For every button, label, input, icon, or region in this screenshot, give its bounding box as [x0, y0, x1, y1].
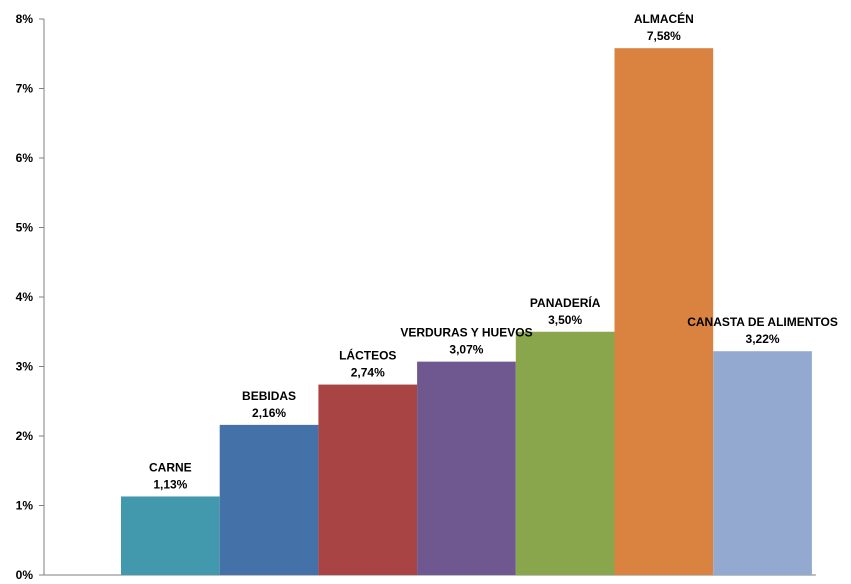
- bar: [515, 331, 615, 575]
- bar-category-label: LÁCTEOS: [339, 348, 396, 363]
- y-tick-label: 6%: [16, 151, 34, 165]
- y-tick-label: 1%: [16, 499, 34, 513]
- bar-category-label: BEBIDAS: [242, 389, 296, 403]
- bar: [417, 361, 516, 575]
- bar: [121, 496, 220, 575]
- y-tick-label: 2%: [16, 429, 34, 443]
- y-tick-label: 7%: [16, 82, 34, 96]
- bar-category-label: ALMACÉN: [634, 11, 694, 26]
- y-tick-label: 3%: [16, 360, 34, 374]
- y-tick-label: 0%: [16, 568, 34, 582]
- bar-category-label: VERDURAS Y HUEVOS: [400, 326, 532, 340]
- data-labels: CARNE 1,13% BEBIDAS 2,16% LÁCTEOS 2,74% VERDUR…: [149, 11, 838, 491]
- bar-category-label: CANASTA DE ALIMENTOS: [687, 315, 838, 329]
- bar: [318, 384, 418, 575]
- bar-value-label: 2,74%: [351, 366, 385, 380]
- bar-value-label: 2,16%: [252, 406, 286, 420]
- bar-category-label: CARNE: [149, 460, 192, 474]
- bars: [121, 48, 812, 575]
- y-tick-label: 5%: [16, 221, 34, 235]
- bar-category-label: PANADERÍA: [530, 295, 601, 310]
- bar-value-label: 3,50%: [548, 313, 582, 327]
- y-tick-label: 8%: [16, 12, 34, 26]
- bar-value-label: 3,22%: [746, 332, 780, 346]
- bar: [614, 48, 714, 575]
- bar-value-label: 7,58%: [647, 29, 681, 43]
- bar: [713, 351, 812, 575]
- bar-value-label: 3,07%: [449, 343, 483, 357]
- y-tick-label: 4%: [16, 290, 34, 304]
- bar: [219, 424, 319, 575]
- bar-value-label: 1,13%: [153, 477, 187, 491]
